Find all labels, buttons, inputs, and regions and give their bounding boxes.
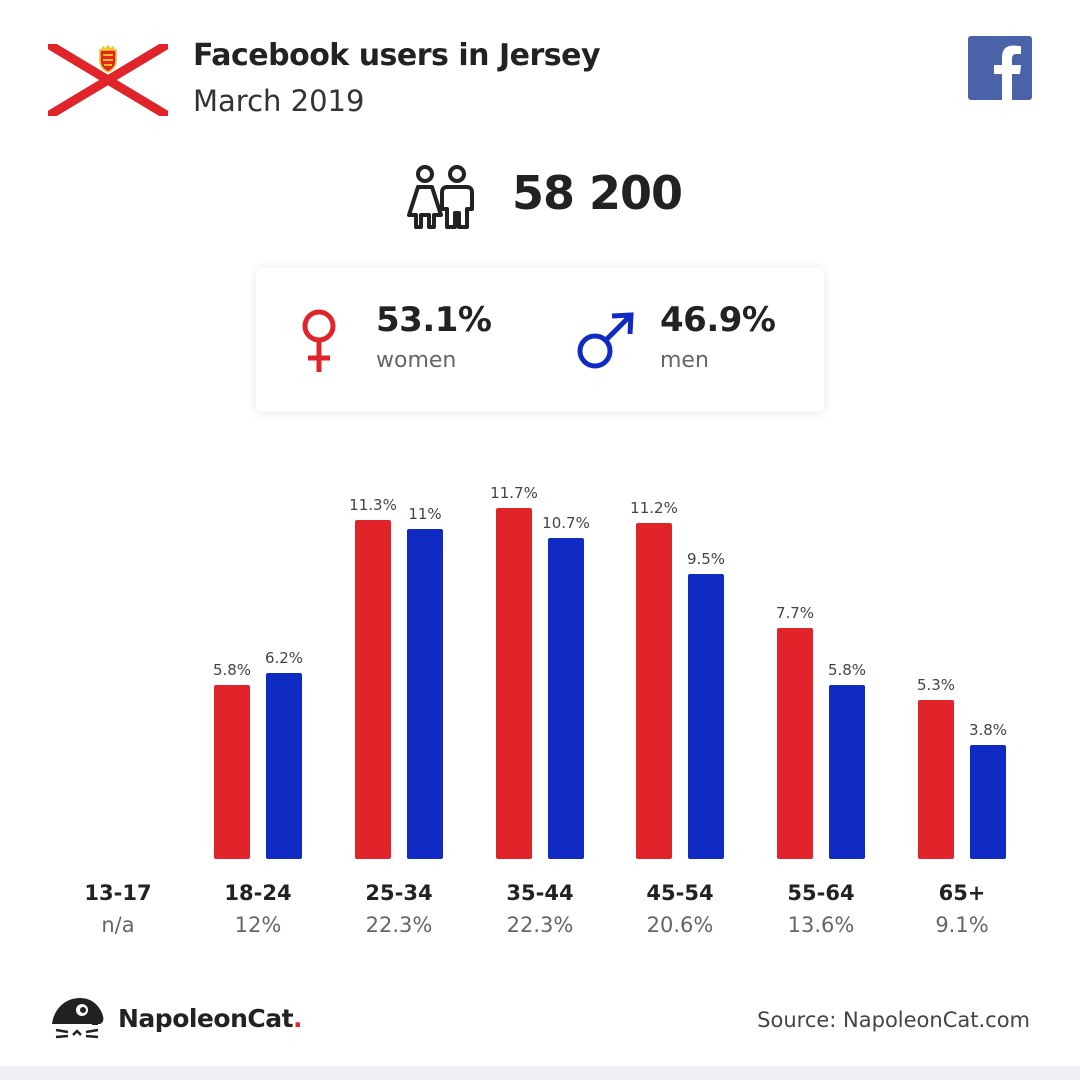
gender-card: 53.1% women 46.9% men	[256, 268, 824, 412]
bar-label-women-45-54: 11.2%	[630, 499, 678, 517]
age-group-label: 55-64	[787, 881, 854, 905]
bar-men-35-44	[548, 538, 584, 859]
age-group-label: 18-24	[224, 881, 291, 905]
total-users-value: 58 200	[512, 166, 683, 220]
users-icon	[407, 165, 474, 229]
age-group-share: n/a	[101, 913, 134, 937]
women-label: women	[376, 348, 457, 373]
chart-title: Facebook users in Jersey	[193, 38, 601, 73]
bar-men-65+	[970, 745, 1006, 859]
bar-men-55-64	[829, 685, 865, 859]
bar-women-65+	[918, 700, 954, 859]
bar-label-women-35-44: 11.7%	[490, 484, 538, 502]
age-group-share: 22.3%	[366, 913, 433, 937]
brand-name: NapoleonCat.	[118, 1004, 303, 1033]
age-group-label: 45-54	[646, 881, 713, 905]
bar-men-25-34	[407, 529, 443, 859]
bar-women-45-54	[636, 523, 672, 859]
age-group-label: 13-17	[84, 881, 151, 905]
brand-text: NapoleonCat	[118, 1004, 294, 1033]
bar-men-18-24	[266, 673, 302, 859]
men-label: men	[660, 348, 709, 373]
bar-label-men-55-64: 5.8%	[828, 661, 866, 679]
female-symbol-icon	[302, 309, 336, 372]
chart-subtitle: March 2019	[193, 84, 365, 118]
jersey-flag-icon	[48, 44, 168, 116]
source-text: Source: NapoleonCat.com	[757, 1008, 1030, 1032]
men-percentage: 46.9%	[660, 300, 776, 340]
bar-women-18-24	[214, 685, 250, 859]
age-group-label: 65+	[939, 881, 986, 905]
bar-label-men-35-44: 10.7%	[542, 514, 590, 532]
age-group-share: 12%	[235, 913, 282, 937]
age-gender-bar-chart: 13-17 n/a 5.8% 6.2% 18-24 12% 11.3% 11% 25-34 22.…	[84, 484, 1007, 937]
bar-men-45-54	[688, 574, 724, 859]
women-percentage: 53.1%	[376, 300, 492, 340]
bar-women-55-64	[777, 628, 813, 859]
age-group-share: 22.3%	[507, 913, 574, 937]
bar-label-women-25-34: 11.3%	[349, 496, 397, 514]
age-group-label: 35-44	[506, 881, 573, 905]
age-group-share: 13.6%	[788, 913, 855, 937]
bar-label-women-18-24: 5.8%	[213, 661, 251, 679]
bar-label-men-45-54: 9.5%	[687, 550, 725, 568]
footer-strip	[0, 1066, 1080, 1080]
bar-label-men-65+: 3.8%	[969, 721, 1007, 739]
bar-women-25-34	[355, 520, 391, 859]
bar-label-women-55-64: 7.7%	[776, 604, 814, 622]
age-group-share: 9.1%	[935, 913, 988, 937]
napoleoncat-logo-icon	[52, 998, 104, 1039]
brand-dot: .	[293, 1004, 303, 1033]
facebook-icon	[968, 36, 1032, 100]
age-group-label: 25-34	[365, 881, 432, 905]
bar-label-men-25-34: 11%	[408, 505, 441, 523]
age-group-share: 20.6%	[647, 913, 714, 937]
bar-label-men-18-24: 6.2%	[265, 649, 303, 667]
bar-women-35-44	[496, 508, 532, 859]
male-symbol-icon	[577, 312, 634, 369]
bar-label-women-65+: 5.3%	[917, 676, 955, 694]
